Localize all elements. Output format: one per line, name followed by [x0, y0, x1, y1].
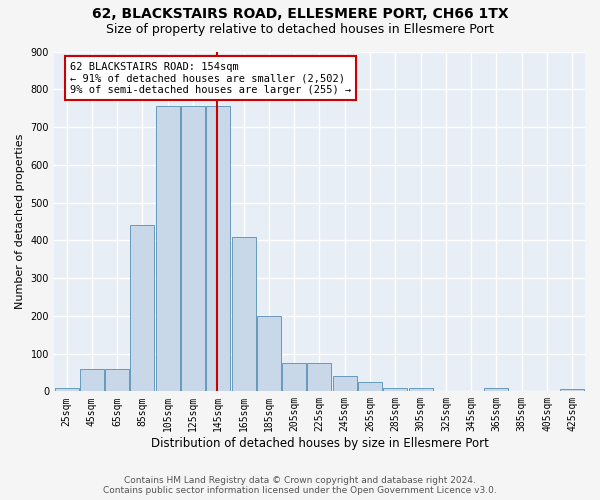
Bar	[55, 388, 79, 392]
Bar	[560, 390, 584, 392]
Text: Size of property relative to detached houses in Ellesmere Port: Size of property relative to detached ho…	[106, 22, 494, 36]
Bar	[484, 388, 508, 392]
Bar	[232, 236, 256, 392]
Text: 62 BLACKSTAIRS ROAD: 154sqm
← 91% of detached houses are smaller (2,502)
9% of s: 62 BLACKSTAIRS ROAD: 154sqm ← 91% of det…	[70, 62, 351, 95]
Bar	[80, 368, 104, 392]
Text: Contains HM Land Registry data © Crown copyright and database right 2024.
Contai: Contains HM Land Registry data © Crown c…	[103, 476, 497, 495]
Bar	[130, 225, 154, 392]
Bar	[156, 106, 180, 392]
Bar	[282, 363, 306, 392]
Bar	[257, 316, 281, 392]
Bar	[383, 388, 407, 392]
Bar	[358, 382, 382, 392]
Bar	[181, 106, 205, 392]
Bar	[105, 368, 129, 392]
Bar	[409, 388, 433, 392]
Text: 62, BLACKSTAIRS ROAD, ELLESMERE PORT, CH66 1TX: 62, BLACKSTAIRS ROAD, ELLESMERE PORT, CH…	[92, 8, 508, 22]
X-axis label: Distribution of detached houses by size in Ellesmere Port: Distribution of detached houses by size …	[151, 437, 488, 450]
Y-axis label: Number of detached properties: Number of detached properties	[15, 134, 25, 309]
Bar	[206, 106, 230, 392]
Bar	[333, 376, 357, 392]
Bar	[307, 363, 331, 392]
